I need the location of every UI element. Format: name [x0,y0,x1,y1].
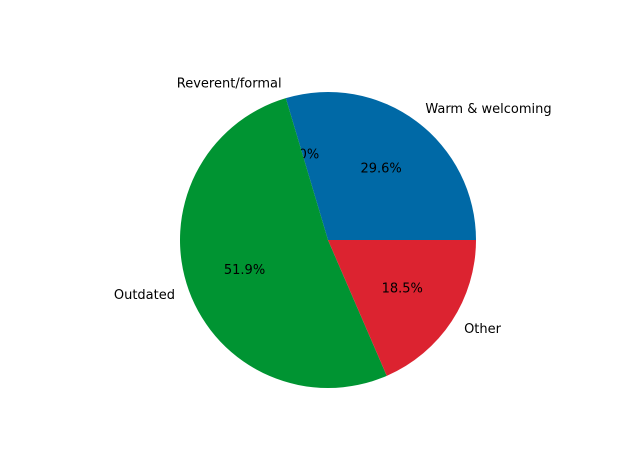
percent-label: 51.9% [224,263,265,278]
pie-slice [328,240,476,376]
pie-slice [180,98,387,388]
slice-label: Other [464,322,502,337]
slice-label: Reverent/formal [177,76,282,91]
percent-label: 29.6% [360,161,401,176]
slice-label: Warm & welcoming [425,102,551,117]
slice-label: Outdated [114,288,175,303]
percent-label: 18.5% [382,281,423,296]
pie-slice [285,92,476,240]
